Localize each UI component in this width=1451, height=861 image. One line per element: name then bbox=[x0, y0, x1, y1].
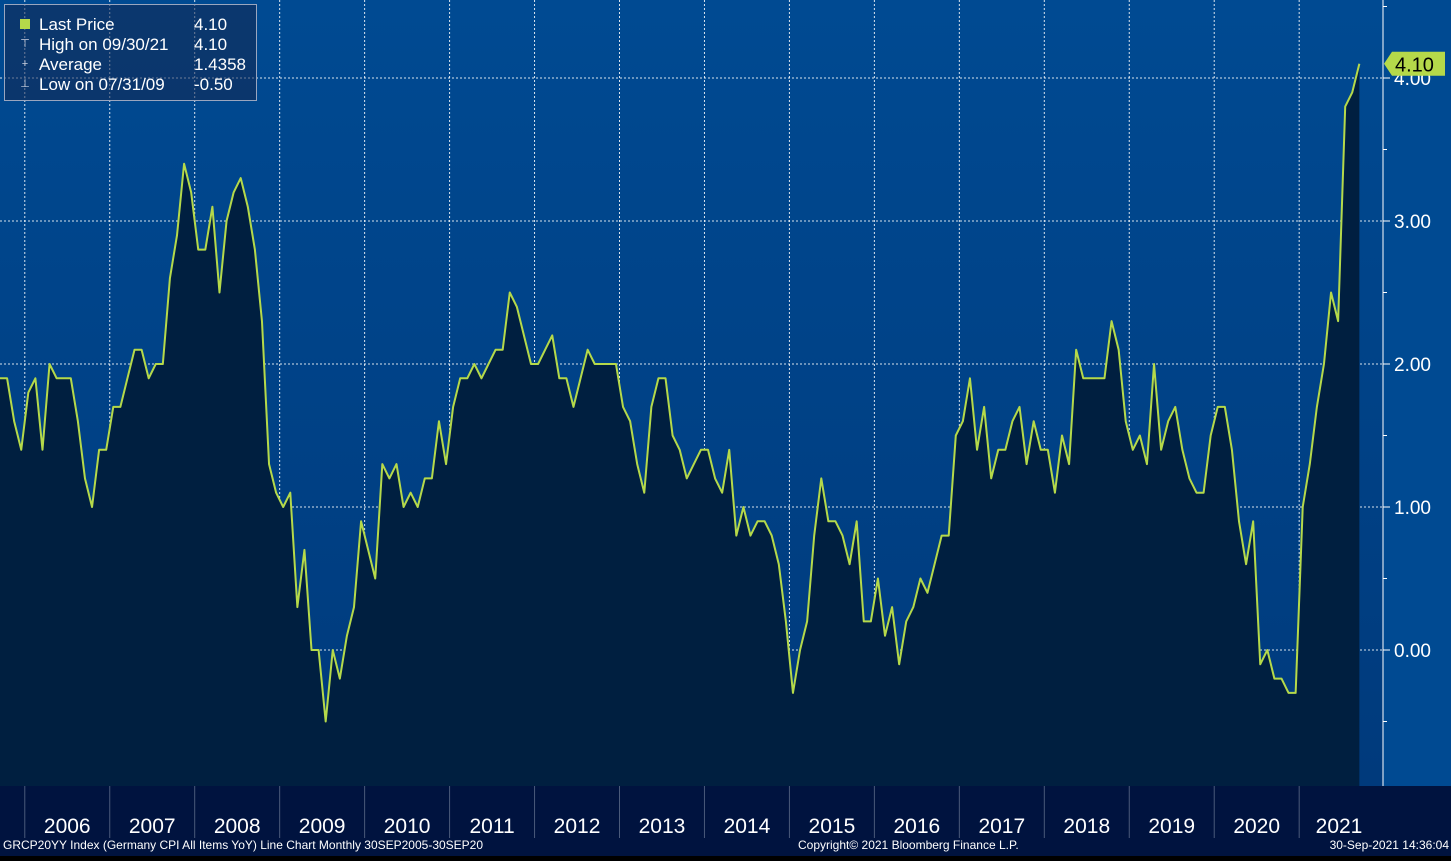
right-axis-background bbox=[1383, 0, 1451, 786]
x-tick-label: 2020 bbox=[1233, 815, 1280, 838]
y-tick-label: 3.00 bbox=[1394, 212, 1431, 233]
x-axis-bar bbox=[0, 786, 1451, 838]
x-tick-label: 2012 bbox=[554, 815, 601, 838]
legend-value: 4.10 bbox=[194, 35, 228, 54]
legend-label: Average bbox=[39, 55, 103, 74]
legend-label: High on 09/30/21 bbox=[39, 35, 169, 54]
x-tick-label: 2007 bbox=[129, 815, 176, 838]
x-axis-ticks: 2006 2007 2008 2009 2010 2011 2012 2013 2014 2015… bbox=[24, 786, 1363, 838]
timestamp-text: 30-Sep-2021 14:36:04 bbox=[1329, 838, 1449, 852]
y-tick-label: 1.00 bbox=[1394, 498, 1431, 519]
legend: Last Price 4.10 ⊤ High on 09/30/21 4.10 … bbox=[4, 4, 257, 101]
legend-value: 4.10 bbox=[194, 15, 228, 34]
low-marker-icon: ⊥ bbox=[20, 78, 30, 90]
green-square-icon bbox=[19, 18, 31, 30]
chart-description: GRCP20YY Index (Germany CPI All Items Yo… bbox=[3, 838, 484, 852]
x-tick-label: 2015 bbox=[809, 815, 856, 838]
last-price-tag-label: 4.10 bbox=[1395, 55, 1434, 77]
footer-bar bbox=[0, 838, 1451, 856]
x-tick-label: 2008 bbox=[214, 815, 261, 838]
average-marker-icon: + bbox=[21, 58, 29, 70]
x-tick-label: 2010 bbox=[384, 815, 431, 838]
legend-label: Low on 07/31/09 bbox=[39, 75, 165, 94]
copyright-text: Copyright© 2021 Bloomberg Finance L.P. bbox=[798, 838, 1019, 852]
series-area bbox=[0, 63, 1360, 786]
x-tick-label: 2009 bbox=[299, 815, 346, 838]
y-tick-label: 2.00 bbox=[1394, 355, 1431, 376]
x-tick-label: 2006 bbox=[44, 815, 91, 838]
legend-label: Last Price bbox=[39, 15, 115, 34]
x-tick-label: 2014 bbox=[724, 815, 771, 838]
series-line bbox=[0, 63, 1361, 723]
x-tick-label: 2013 bbox=[639, 815, 686, 838]
y-tick-label: 0.00 bbox=[1394, 641, 1431, 662]
x-tick-label: 2016 bbox=[894, 815, 941, 838]
legend-value: 1.4358 bbox=[194, 55, 246, 74]
x-tick-label: 2011 bbox=[469, 815, 514, 838]
last-price-tag-shape bbox=[1384, 51, 1445, 76]
x-tick-label: 2018 bbox=[1063, 815, 1110, 838]
x-tick-label: 2019 bbox=[1148, 815, 1195, 838]
x-tick-label: 2017 bbox=[978, 815, 1025, 838]
last-price-tag: 4.10 bbox=[1384, 51, 1445, 77]
high-marker-icon: ⊤ bbox=[20, 38, 30, 50]
legend-value: -0.50 bbox=[194, 75, 233, 94]
x-tick-label: 2021 bbox=[1316, 815, 1363, 838]
